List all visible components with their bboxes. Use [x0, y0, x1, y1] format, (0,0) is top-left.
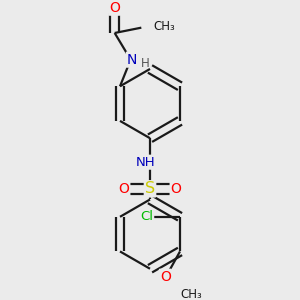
Text: O: O — [171, 182, 182, 196]
Text: Cl: Cl — [140, 210, 153, 223]
Text: CH₃: CH₃ — [153, 20, 175, 33]
Text: O: O — [109, 1, 120, 15]
Text: S: S — [145, 181, 155, 196]
Text: NH: NH — [136, 156, 156, 169]
Text: H: H — [141, 57, 150, 70]
Text: O: O — [160, 270, 171, 284]
Text: CH₃: CH₃ — [180, 288, 202, 300]
Text: O: O — [118, 182, 129, 196]
Text: N: N — [127, 52, 137, 67]
